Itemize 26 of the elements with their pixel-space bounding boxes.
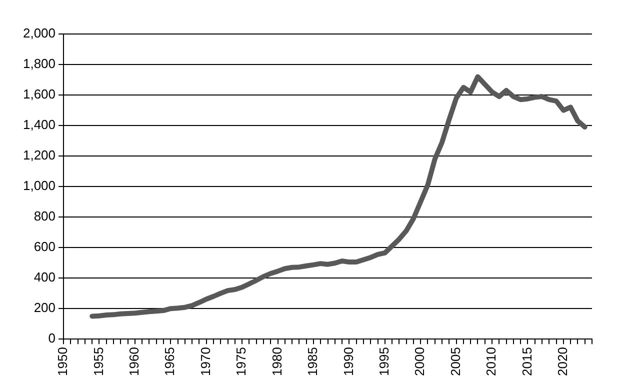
y-tick-label: 200 (34, 300, 56, 316)
x-tick-label: 1975 (234, 347, 249, 376)
y-tick-label: 1,000 (22, 178, 56, 194)
x-tick-label: 1965 (162, 347, 178, 376)
x-tick-label: 1990 (340, 347, 356, 376)
x-tick-label: 1985 (305, 347, 320, 376)
y-tick-label: 1,800 (22, 56, 56, 72)
y-tick-label: 0 (48, 330, 56, 346)
x-tick-label: 1970 (198, 347, 213, 376)
x-tick-label: 2015 (519, 347, 534, 376)
y-tick-label: 400 (34, 270, 56, 285)
y-tick-label: 1,200 (22, 148, 56, 163)
y-tick-label: 600 (34, 239, 56, 254)
x-tick-label: 1955 (90, 347, 106, 376)
y-tick-label: 800 (34, 208, 56, 224)
x-tick-label: 2005 (448, 347, 463, 376)
y-tick-label: 1,600 (22, 86, 56, 102)
x-tick-label: 1960 (126, 347, 142, 376)
x-tick-label: 2020 (555, 347, 570, 376)
x-tick-label: 1995 (376, 347, 392, 376)
x-tick-label: 1950 (55, 347, 70, 376)
x-tick-label: 2000 (412, 347, 428, 376)
y-tick-label: 1,400 (22, 117, 56, 132)
x-tick-label: 2010 (484, 347, 499, 376)
y-tick-label: 2,000 (22, 26, 56, 41)
x-tick-label: 1980 (269, 347, 284, 376)
